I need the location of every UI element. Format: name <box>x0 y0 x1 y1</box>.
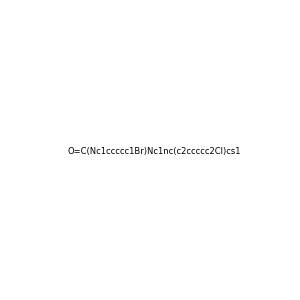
Text: O=C(Nc1ccccc1Br)Nc1nc(c2ccccc2Cl)cs1: O=C(Nc1ccccc1Br)Nc1nc(c2ccccc2Cl)cs1 <box>67 147 241 156</box>
